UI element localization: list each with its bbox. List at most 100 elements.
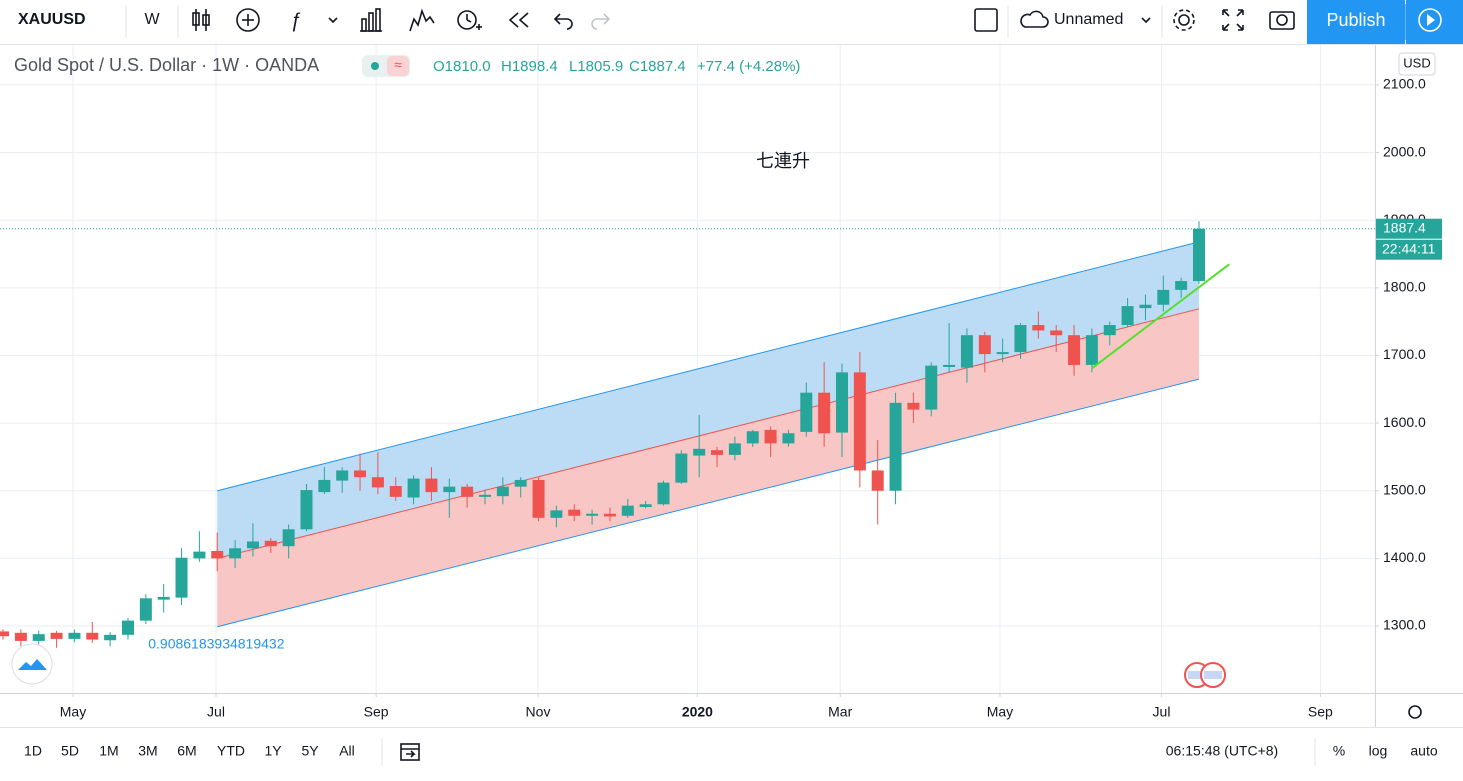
candle-body <box>371 477 384 488</box>
candle-body <box>960 335 973 368</box>
legend-wave[interactable] <box>387 56 409 76</box>
candle-body <box>1068 335 1081 365</box>
range-button[interactable]: 3M <box>138 743 157 759</box>
candle-body <box>978 335 991 355</box>
x-tick-label: Jul <box>1153 704 1171 720</box>
axis-settings-icon[interactable] <box>1408 705 1422 719</box>
candle-body <box>389 486 402 497</box>
tv-logo-mark <box>18 659 47 670</box>
candle-body <box>1192 228 1205 282</box>
candle-body <box>32 634 45 641</box>
channel-upper-line <box>217 241 1200 492</box>
candle-body <box>193 551 206 559</box>
candle-body <box>568 509 581 516</box>
candle-body <box>1085 335 1098 365</box>
log-toggle[interactable]: log <box>1369 743 1388 759</box>
goto-date-icon[interactable] <box>400 743 420 761</box>
y-tick-label: 1500.0 <box>1383 481 1426 497</box>
redo-icon[interactable] <box>591 13 611 30</box>
interval[interactable]: W <box>144 11 160 28</box>
candle-body <box>211 550 224 559</box>
candle-body <box>925 365 938 410</box>
chart-type-icon[interactable] <box>192 9 210 31</box>
candle-body <box>532 479 545 518</box>
publish-button[interactable] <box>1307 0 1405 44</box>
clock: 06:15:48 (UTC+8) <box>1166 743 1278 759</box>
candle-body <box>157 596 170 600</box>
candle-body <box>443 486 456 493</box>
candle-body <box>853 372 866 471</box>
range-button[interactable]: 1M <box>99 743 118 759</box>
indicators-icon[interactable]: ƒ <box>290 9 301 31</box>
replay-icon[interactable] <box>508 12 529 28</box>
range-button[interactable]: 5D <box>61 743 79 759</box>
x-tick-label: Jul <box>207 704 225 720</box>
snapshot-icon[interactable] <box>1269 11 1295 30</box>
range-button[interactable]: YTD <box>217 743 245 759</box>
compare-icon[interactable] <box>236 8 260 32</box>
plot-area: 0.9086183934819432 七連升 <box>0 45 1375 693</box>
candle-body <box>693 448 706 456</box>
currency-flag-stripe <box>1204 671 1222 679</box>
currency-flag-stripe <box>1188 671 1206 679</box>
undo-icon[interactable] <box>553 13 573 30</box>
candle-body <box>586 513 599 516</box>
symbol[interactable]: XAUUSD <box>18 11 86 28</box>
legend-value: L1805.9 <box>569 58 623 75</box>
legend-value: C1887.4 <box>629 58 686 75</box>
percent-toggle[interactable]: % <box>1333 743 1345 759</box>
candle-body <box>0 631 10 637</box>
fullscreen-icon[interactable] <box>1222 9 1244 31</box>
range-button[interactable]: 6M <box>177 743 196 759</box>
trend-line <box>1091 263 1230 370</box>
alert-icon[interactable] <box>457 10 482 30</box>
play-icon[interactable] <box>1418 8 1442 32</box>
auto-toggle[interactable]: auto <box>1410 743 1437 759</box>
y-tick-label: 2100.0 <box>1383 76 1426 92</box>
channel-middle-line <box>217 308 1200 559</box>
candle-body <box>764 429 777 444</box>
y-tick-label: 1400.0 <box>1383 549 1426 565</box>
range-button[interactable]: 5Y <box>301 743 319 759</box>
layout-name[interactable]: Unnamed <box>1054 11 1123 28</box>
studies-icon[interactable] <box>409 8 435 32</box>
candle-body <box>121 620 134 635</box>
publish-label[interactable]: Publish <box>1326 10 1385 30</box>
candle-body <box>818 392 831 434</box>
play-triangle <box>1427 14 1435 26</box>
candle-body <box>68 632 81 639</box>
candle-body <box>871 470 884 491</box>
candle-body <box>300 490 313 530</box>
range-button[interactable]: 1D <box>24 743 42 759</box>
candle-body <box>746 431 759 444</box>
legend-wave-icon: ≈ <box>394 57 402 73</box>
currency-label: USD <box>1403 55 1430 70</box>
templates-icon[interactable] <box>360 8 382 32</box>
dropdown-icon[interactable] <box>328 17 338 24</box>
channel-fill <box>217 241 1199 559</box>
range-button[interactable]: All <box>339 743 355 759</box>
toolbar-bg <box>0 0 1463 44</box>
candle-body <box>996 352 1009 355</box>
last-price-label: 1887.4 <box>1383 219 1426 235</box>
candle-body <box>175 557 188 598</box>
settings-icon[interactable] <box>1173 9 1195 31</box>
candle-body <box>264 540 277 547</box>
candle-body <box>711 450 724 455</box>
cloud-icon[interactable] <box>1020 10 1049 28</box>
legend: Gold Spot / U.S. Dollar · 1W · OANDA ≈ O… <box>14 55 800 77</box>
candle-body <box>14 632 27 641</box>
price-axis-bg <box>1375 45 1463 693</box>
candle-body <box>782 433 795 444</box>
countdown-box <box>1376 239 1442 260</box>
dropdown-icon[interactable] <box>1141 17 1151 24</box>
candle-body <box>139 598 152 621</box>
stream-button[interactable] <box>1406 0 1463 44</box>
candle-body <box>1121 306 1134 326</box>
legend-value: O1810.0 <box>433 58 491 75</box>
candle-body <box>1014 325 1027 353</box>
range-button[interactable]: 1Y <box>264 743 282 759</box>
x-tick-label: 2020 <box>682 704 713 720</box>
x-tick-label: Sep <box>364 704 389 720</box>
layout-icon[interactable] <box>974 8 998 32</box>
